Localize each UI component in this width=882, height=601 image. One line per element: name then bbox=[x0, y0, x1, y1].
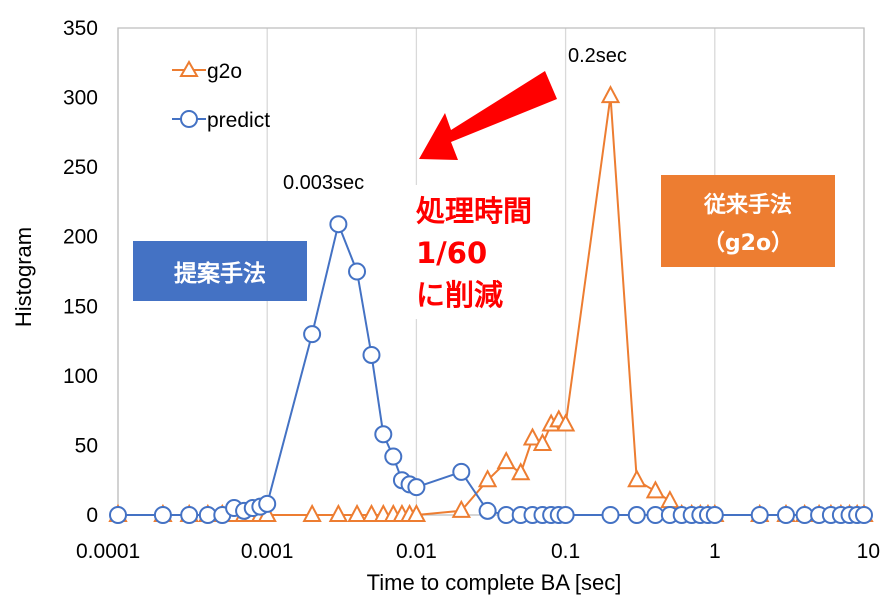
data-point-predict bbox=[153, 506, 172, 524]
data-point-g2o bbox=[522, 427, 543, 446]
red-arrow bbox=[419, 71, 557, 160]
data-point-predict bbox=[855, 506, 873, 524]
y-tick-label: 0 bbox=[86, 504, 98, 527]
data-point-predict bbox=[180, 506, 199, 524]
series-layer bbox=[108, 85, 874, 524]
data-point-g2o bbox=[600, 85, 621, 104]
reduction-text-line3: に削減 bbox=[416, 278, 503, 312]
y-tick-label: 250 bbox=[63, 156, 98, 179]
y-tick-label: 300 bbox=[63, 87, 98, 110]
conventional-method-label-line2: （g2o） bbox=[703, 231, 793, 256]
proposed-method-box: 提案手法 bbox=[133, 241, 307, 301]
data-point-g2o bbox=[627, 469, 647, 488]
data-point-predict bbox=[258, 494, 277, 513]
data-point-predict bbox=[384, 447, 403, 466]
legend-label-predict: predict bbox=[207, 109, 270, 132]
legend-g2o-marker bbox=[179, 59, 199, 77]
x-axis-ticks: 0.0001 0.001 0.01 0.1 1 10 bbox=[76, 540, 880, 563]
data-point-g2o bbox=[511, 462, 531, 481]
data-point-predict bbox=[303, 325, 322, 344]
x-tick-label: 0.001 bbox=[241, 540, 294, 563]
data-point-predict bbox=[329, 215, 348, 234]
proposed-method-label: 提案手法 bbox=[174, 260, 266, 287]
x-tick-label: 1 bbox=[709, 540, 721, 563]
data-point-predict bbox=[348, 262, 367, 281]
data-point-g2o bbox=[361, 503, 382, 522]
data-point-g2o bbox=[328, 503, 349, 522]
data-point-g2o bbox=[555, 413, 576, 432]
conventional-method-box: 従来手法 （g2o） bbox=[661, 175, 835, 267]
data-point-g2o bbox=[496, 451, 516, 470]
data-point-predict bbox=[109, 506, 127, 524]
data-point-predict bbox=[374, 425, 393, 444]
y-axis-title: Histogram bbox=[11, 227, 36, 327]
data-point-g2o bbox=[406, 503, 427, 522]
annotation-g2o-peak: 0.2sec bbox=[568, 45, 627, 67]
data-point-g2o bbox=[347, 503, 367, 522]
data-point-predict bbox=[601, 506, 620, 524]
y-tick-label: 100 bbox=[63, 365, 98, 388]
data-point-predict bbox=[556, 506, 575, 524]
legend-predict-marker bbox=[180, 110, 198, 128]
x-tick-label: 0.1 bbox=[551, 540, 580, 563]
legend-item-predict: predict bbox=[172, 109, 270, 132]
x-tick-label: 10 bbox=[857, 540, 880, 563]
x-tick-label: 0.0001 bbox=[76, 540, 140, 563]
data-point-predict bbox=[407, 478, 426, 497]
annotation-predict-peak: 0.003sec bbox=[283, 172, 364, 194]
data-point-predict bbox=[627, 506, 646, 524]
data-point-predict bbox=[705, 506, 724, 524]
y-tick-label: 350 bbox=[63, 17, 98, 40]
reduction-text-line1: 処理時間 bbox=[416, 194, 532, 228]
data-point-g2o bbox=[302, 503, 322, 522]
y-tick-label: 50 bbox=[75, 434, 98, 457]
data-point-predict bbox=[478, 501, 497, 520]
reduction-text-line2: 1/60 bbox=[416, 236, 487, 270]
data-point-predict bbox=[750, 506, 769, 524]
data-point-predict bbox=[452, 462, 471, 481]
conventional-method-label-line1: 従来手法 bbox=[703, 192, 792, 218]
data-point-g2o bbox=[477, 469, 498, 488]
legend-item-g2o: g2o bbox=[172, 59, 242, 83]
x-axis-title: Time to complete BA [sec] bbox=[367, 570, 622, 595]
legend-label-g2o: g2o bbox=[207, 60, 242, 83]
series-predict bbox=[109, 215, 873, 524]
y-axis-ticks: 0 50 100 150 200 250 300 350 bbox=[63, 17, 98, 527]
y-tick-label: 150 bbox=[63, 295, 98, 318]
data-point-g2o bbox=[645, 480, 666, 499]
data-point-predict bbox=[776, 506, 795, 524]
data-point-g2o bbox=[451, 499, 471, 518]
data-point-g2o bbox=[532, 432, 553, 452]
data-point-predict bbox=[362, 345, 381, 364]
reduction-text: 処理時間 1/60 に削減 bbox=[410, 185, 560, 319]
y-tick-label: 200 bbox=[63, 226, 98, 249]
legend: g2o predict bbox=[172, 59, 270, 132]
x-tick-label: 0.01 bbox=[396, 540, 437, 563]
